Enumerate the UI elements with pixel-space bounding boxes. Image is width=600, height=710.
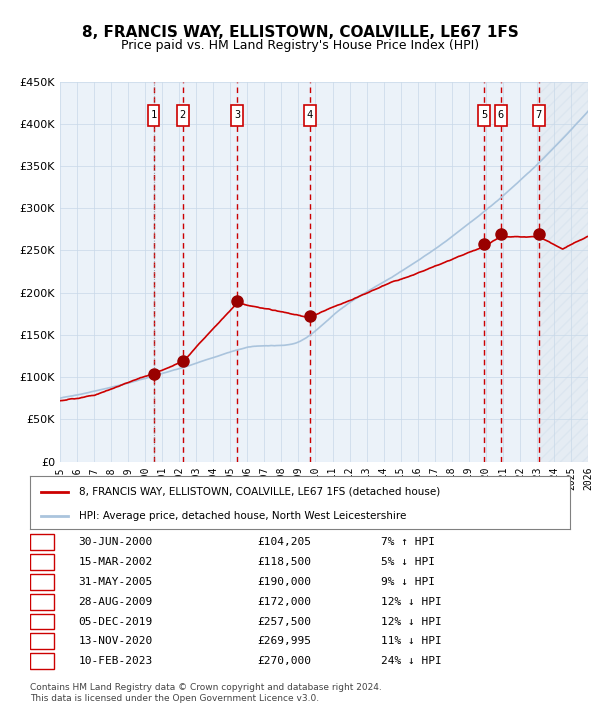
Text: 6: 6	[497, 111, 504, 121]
FancyBboxPatch shape	[533, 105, 545, 126]
Text: 5: 5	[39, 616, 46, 626]
Text: 7: 7	[39, 656, 46, 666]
Bar	[310, 82, 484, 462]
FancyBboxPatch shape	[30, 594, 54, 610]
Text: 05-DEC-2019: 05-DEC-2019	[79, 616, 153, 626]
FancyBboxPatch shape	[148, 105, 160, 126]
Text: 4: 4	[307, 111, 313, 121]
FancyBboxPatch shape	[30, 613, 54, 629]
Text: Price paid vs. HM Land Registry's House Price Index (HPI): Price paid vs. HM Land Registry's House …	[121, 39, 479, 52]
Bar	[154, 82, 182, 462]
Text: 30-JUN-2000: 30-JUN-2000	[79, 537, 153, 547]
Text: 13-NOV-2020: 13-NOV-2020	[79, 636, 153, 646]
Text: 6: 6	[39, 636, 46, 646]
Text: 5: 5	[481, 111, 488, 121]
Text: HPI: Average price, detached house, North West Leicestershire: HPI: Average price, detached house, Nort…	[79, 510, 406, 520]
Text: £269,995: £269,995	[257, 636, 311, 646]
Bar	[238, 82, 310, 462]
Text: 8, FRANCIS WAY, ELLISTOWN, COALVILLE, LE67 1FS: 8, FRANCIS WAY, ELLISTOWN, COALVILLE, LE…	[82, 25, 518, 40]
Text: £104,205: £104,205	[257, 537, 311, 547]
Text: 28-AUG-2009: 28-AUG-2009	[79, 596, 153, 607]
Bar	[182, 82, 238, 462]
Text: £118,500: £118,500	[257, 557, 311, 567]
FancyBboxPatch shape	[494, 105, 506, 126]
Text: 3: 3	[234, 111, 241, 121]
FancyBboxPatch shape	[30, 535, 54, 550]
Text: 24% ↓ HPI: 24% ↓ HPI	[381, 656, 442, 666]
FancyBboxPatch shape	[478, 105, 490, 126]
Text: This data is licensed under the Open Government Licence v3.0.: This data is licensed under the Open Gov…	[30, 694, 319, 704]
Text: 12% ↓ HPI: 12% ↓ HPI	[381, 616, 442, 626]
Text: 5% ↓ HPI: 5% ↓ HPI	[381, 557, 435, 567]
Text: 12% ↓ HPI: 12% ↓ HPI	[381, 596, 442, 607]
Text: 3: 3	[39, 577, 46, 587]
Text: Contains HM Land Registry data © Crown copyright and database right 2024.: Contains HM Land Registry data © Crown c…	[30, 683, 382, 692]
FancyBboxPatch shape	[304, 105, 316, 126]
Text: 7: 7	[536, 111, 542, 121]
FancyBboxPatch shape	[176, 105, 188, 126]
FancyBboxPatch shape	[30, 574, 54, 590]
Bar	[484, 82, 500, 462]
Text: 31-MAY-2005: 31-MAY-2005	[79, 577, 153, 587]
Text: 9% ↓ HPI: 9% ↓ HPI	[381, 577, 435, 587]
Text: £190,000: £190,000	[257, 577, 311, 587]
Text: 4: 4	[39, 596, 46, 607]
Text: 15-MAR-2002: 15-MAR-2002	[79, 557, 153, 567]
FancyBboxPatch shape	[30, 633, 54, 649]
FancyBboxPatch shape	[30, 653, 54, 669]
Text: 1: 1	[39, 537, 46, 547]
Text: £270,000: £270,000	[257, 656, 311, 666]
Text: 2: 2	[39, 557, 46, 567]
Text: £257,500: £257,500	[257, 616, 311, 626]
Text: 7% ↑ HPI: 7% ↑ HPI	[381, 537, 435, 547]
Text: 2: 2	[179, 111, 186, 121]
Text: £172,000: £172,000	[257, 596, 311, 607]
Text: 1: 1	[151, 111, 157, 121]
Text: 10-FEB-2023: 10-FEB-2023	[79, 656, 153, 666]
Text: 11% ↓ HPI: 11% ↓ HPI	[381, 636, 442, 646]
Bar	[500, 82, 539, 462]
FancyBboxPatch shape	[30, 555, 54, 570]
Bar	[539, 82, 588, 462]
Text: 8, FRANCIS WAY, ELLISTOWN, COALVILLE, LE67 1FS (detached house): 8, FRANCIS WAY, ELLISTOWN, COALVILLE, LE…	[79, 486, 440, 497]
Bar	[60, 82, 154, 462]
FancyBboxPatch shape	[232, 105, 243, 126]
